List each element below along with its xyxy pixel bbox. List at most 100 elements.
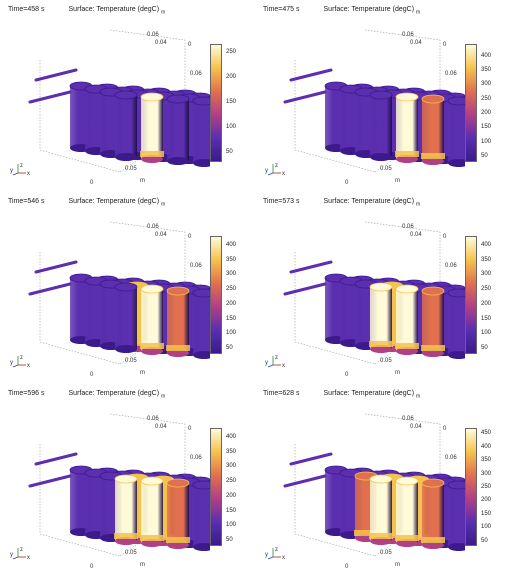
colorbar bbox=[210, 236, 222, 354]
plot-panel: Time=628 s Surface: Temperature (degC) m 0… bbox=[255, 384, 510, 576]
z-tick-label: 0 bbox=[443, 234, 447, 240]
x-tick-label: 0.05 bbox=[125, 166, 137, 172]
x-tick-label: 0.05 bbox=[380, 358, 392, 364]
y-tick-label: 0.06 bbox=[402, 224, 414, 230]
quantity-unit: m bbox=[416, 201, 421, 208]
colorbar-tick-label: 400 bbox=[226, 433, 237, 440]
y-tick-label: 0.06 bbox=[402, 32, 414, 38]
colorbar-labels: 250 200 150 100 50 bbox=[226, 44, 252, 162]
quantity-unit: m bbox=[161, 393, 166, 400]
z-tick-label: 0 bbox=[188, 234, 192, 240]
colorbar-tick-label: 50 bbox=[226, 537, 233, 544]
x-tick-label: 0 bbox=[345, 564, 349, 570]
svg-text:x: x bbox=[27, 171, 30, 176]
battery-cell bbox=[166, 94, 190, 165]
colorbar-labels: 400 350 300 250 200 150 100 50 bbox=[481, 236, 507, 354]
time-label: Time=546 s bbox=[8, 198, 45, 205]
axis-triad-icon: zx y bbox=[265, 547, 285, 560]
battery-cell-hot bbox=[166, 478, 190, 549]
colorbar-tick-label: 250 bbox=[481, 286, 492, 293]
colorbar-tick-label: 350 bbox=[481, 256, 492, 263]
y-tick-label: 0.06 bbox=[445, 455, 457, 461]
colorbar-tick-label: 350 bbox=[226, 448, 237, 455]
axis-triad-icon: zx y bbox=[10, 355, 30, 368]
battery-cell bbox=[447, 288, 465, 359]
svg-text:x: x bbox=[282, 363, 285, 368]
colorbar-labels: 450 400 350 300 250 200 150 100 50 bbox=[481, 428, 507, 546]
y-tick-label: 0.06 bbox=[147, 416, 159, 422]
time-label: Time=573 s bbox=[263, 198, 300, 205]
y-tick-label: 0.06 bbox=[445, 263, 457, 269]
battery-cell bbox=[369, 90, 393, 161]
colorbar-tick-label: 400 bbox=[481, 241, 492, 248]
z-tick-label: 0 bbox=[188, 426, 192, 432]
colorbar-tick-label: 100 bbox=[226, 522, 237, 529]
colorbar-tick-label: 150 bbox=[481, 510, 492, 517]
colorbar-tick-label: 300 bbox=[226, 463, 237, 470]
colorbar-tick-label: 100 bbox=[481, 524, 492, 531]
y-tick-label: 0.04 bbox=[155, 424, 167, 430]
colorbar bbox=[465, 428, 477, 546]
x-tick-label: 0 bbox=[90, 564, 94, 570]
quantity-unit: m bbox=[416, 9, 421, 16]
axis-triad-icon: zx y bbox=[10, 163, 30, 176]
quantity-unit: m bbox=[161, 201, 166, 208]
svg-text:y: y bbox=[265, 168, 268, 174]
svg-text:y: y bbox=[10, 552, 13, 558]
colorbar-tick-label: 150 bbox=[481, 124, 492, 131]
colorbar-tick-label: 250 bbox=[226, 478, 237, 485]
svg-text:z: z bbox=[20, 355, 23, 361]
svg-text:x: x bbox=[282, 171, 285, 176]
battery-cell-hot bbox=[140, 284, 164, 355]
colorbar bbox=[210, 428, 222, 546]
svg-text:y: y bbox=[10, 360, 13, 366]
quantity-label: Surface: Temperature (degC) m bbox=[69, 390, 166, 399]
axis-triad-icon: zx y bbox=[10, 547, 30, 560]
colorbar-tick-label: 100 bbox=[226, 123, 237, 130]
time-label: Time=628 s bbox=[263, 390, 300, 397]
axis-unit-label: m bbox=[140, 370, 145, 376]
colorbar-tick-label: 150 bbox=[481, 315, 492, 322]
axis-unit-label: m bbox=[140, 562, 145, 568]
time-label: Time=458 s bbox=[8, 6, 45, 13]
colorbar-tick-label: 250 bbox=[226, 48, 237, 55]
y-tick-label: 0.06 bbox=[147, 224, 159, 230]
axis-unit-label: m bbox=[395, 562, 400, 568]
colorbar-tick-label: 300 bbox=[481, 271, 492, 278]
battery-cell bbox=[192, 480, 210, 551]
y-tick-label: 0.06 bbox=[445, 71, 457, 77]
colorbar-tick-label: 250 bbox=[481, 95, 492, 102]
y-tick-label: 0.04 bbox=[410, 40, 422, 46]
svg-text:x: x bbox=[27, 555, 30, 560]
colorbar-tick-label: 350 bbox=[481, 66, 492, 73]
battery-cell-hot bbox=[421, 286, 445, 357]
colorbar-tick-label: 350 bbox=[481, 457, 492, 464]
x-tick-label: 0.05 bbox=[125, 550, 137, 556]
quantity-unit: m bbox=[416, 393, 421, 400]
y-tick-label: 0.06 bbox=[147, 32, 159, 38]
colorbar-tick-label: 300 bbox=[226, 271, 237, 278]
colorbar-tick-label: 100 bbox=[481, 330, 492, 337]
y-tick-label: 0.06 bbox=[190, 455, 202, 461]
x-tick-label: 0.05 bbox=[380, 166, 392, 172]
y-tick-label: 0.04 bbox=[410, 232, 422, 238]
colorbar-tick-label: 50 bbox=[226, 148, 233, 155]
quantity-label: Surface: Temperature (degC) m bbox=[69, 6, 166, 15]
plot-panel: Time=458 s Surface: Temperature (degC) m 0… bbox=[0, 0, 255, 192]
battery-cell-hot bbox=[369, 282, 393, 353]
y-tick-label: 0.04 bbox=[155, 232, 167, 238]
colorbar-tick-label: 200 bbox=[226, 492, 237, 499]
x-tick-label: 0 bbox=[90, 372, 94, 378]
battery-cell-hot bbox=[114, 474, 138, 545]
colorbar-tick-label: 200 bbox=[481, 497, 492, 504]
battery-cell bbox=[192, 288, 210, 359]
quantity-text: Surface: Temperature (degC) bbox=[323, 390, 416, 397]
quantity-label: Surface: Temperature (degC) m bbox=[324, 390, 421, 399]
axis-unit-label: m bbox=[140, 178, 145, 184]
colorbar bbox=[465, 44, 477, 162]
axis-triad-icon: zx y bbox=[265, 355, 285, 368]
y-tick-label: 0.06 bbox=[190, 71, 202, 77]
